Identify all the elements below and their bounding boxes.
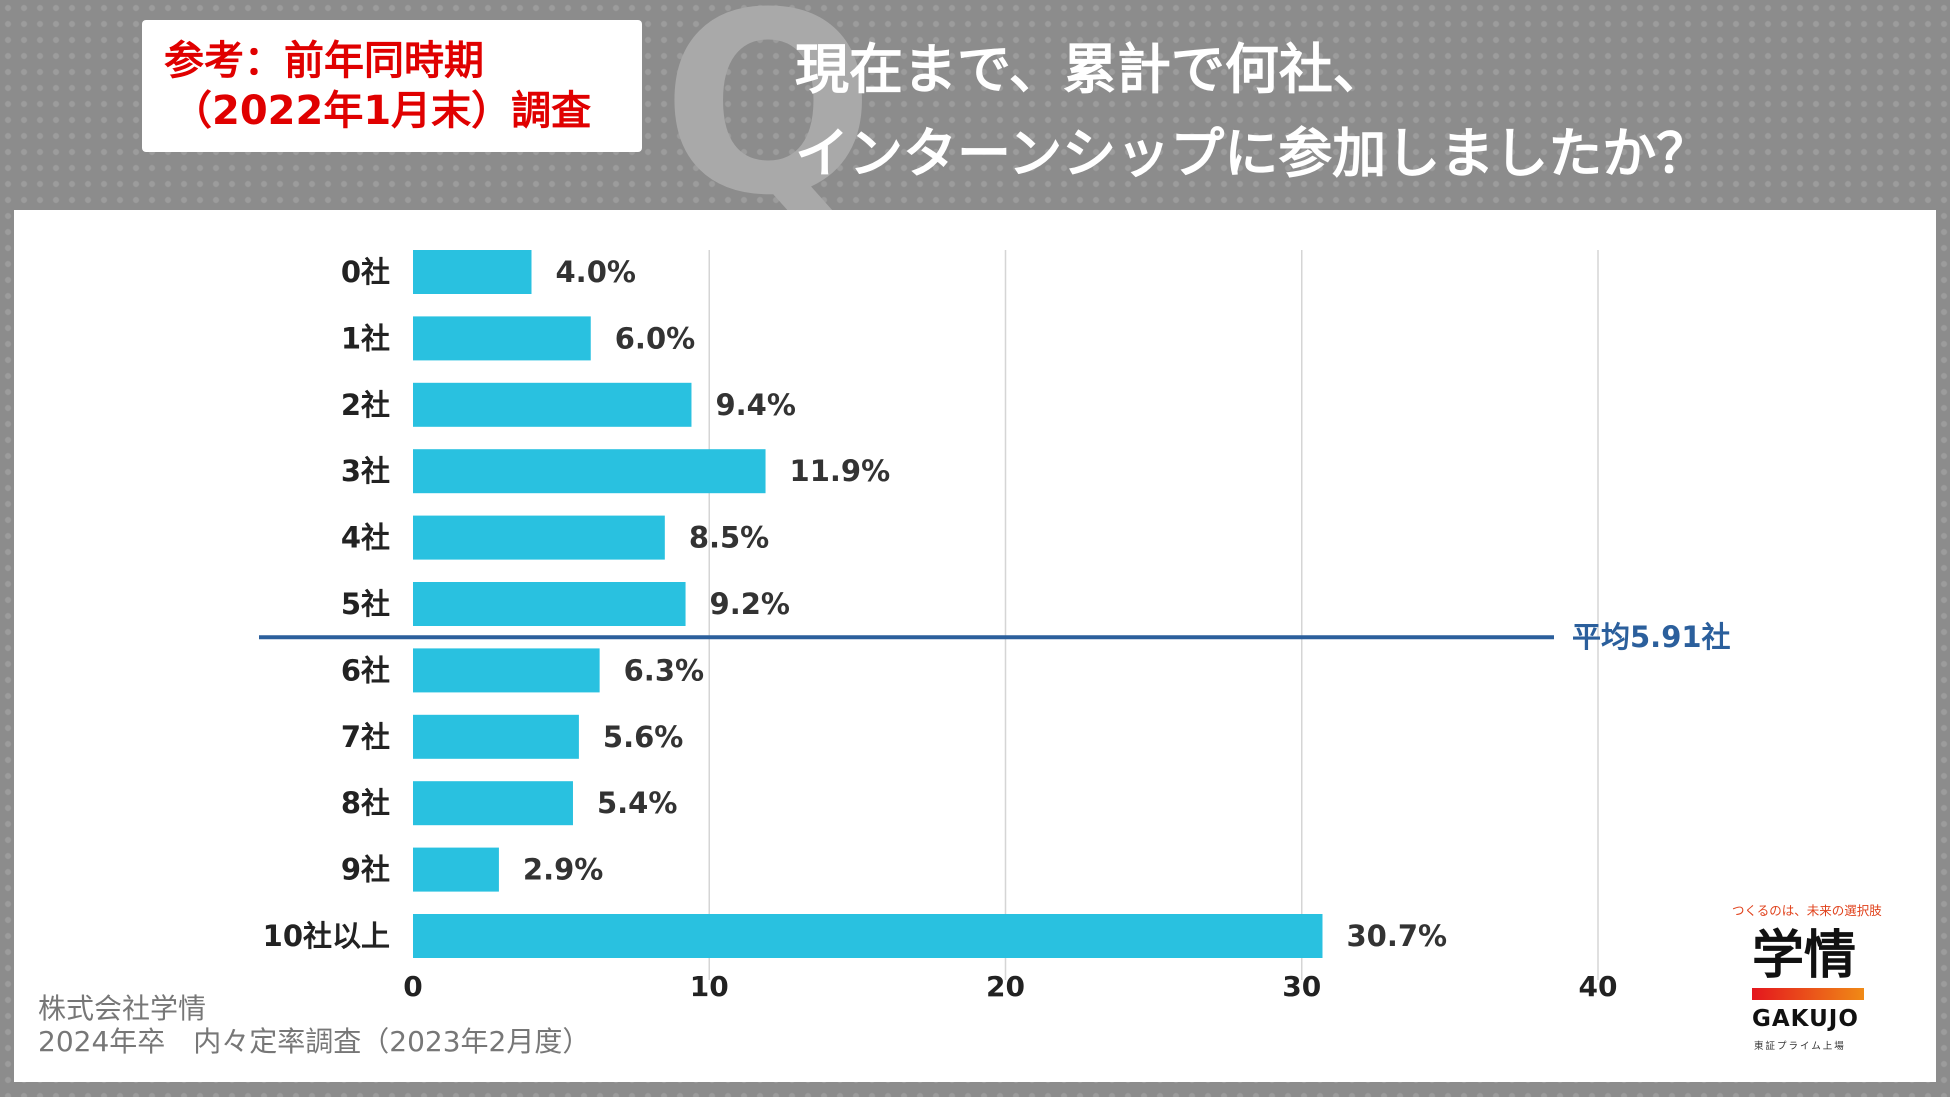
category-label: 2社 [341,388,390,422]
reference-line-2: （2022年1月末）調査 [172,88,592,134]
title-line-2: インターンシップに参加しましたか？ [795,122,1711,185]
source-footer: 株式会社学情 2024年卒 内々定率調査（2023年2月度） [38,992,590,1058]
q-mark: Q [662,0,875,250]
average-label: 平均5.91社 [1572,620,1731,654]
footer-company: 株式会社学情 [38,992,207,1025]
bar [413,648,600,693]
category-label: 4社 [341,521,390,555]
logo-english: GAKUJO [1752,1006,1859,1032]
logo-kanji: 学情 [1752,926,1857,986]
bar [413,515,665,560]
value-label: 9.2% [710,587,790,621]
x-tick-label: 0 [403,970,422,1003]
bar [413,781,573,826]
category-label: 9社 [341,853,390,887]
category-label: 8社 [341,786,390,820]
gakujo-logo: つくるのは、未来の選択肢 学情 GAKUJO 東証プライム上場 [1732,900,1892,1060]
bar-chart: 0 10 20 30 40 0社 4.0% 1社 6.0% 2社 9.4% 3社 11.9% 4社 8.5%… [259,250,1731,1003]
bar [413,250,532,294]
x-tick-label: 40 [1579,970,1618,1003]
page-title: 現在まで、累計で何社、 インターンシップに参加しましたか？ [795,28,1710,196]
value-label: 2.9% [523,853,603,887]
x-tick-label: 30 [1282,970,1321,1003]
value-label: 9.4% [715,388,795,422]
category-label: 1社 [341,321,390,355]
value-label: 4.0% [556,255,636,289]
logo-sub: 東証プライム上場 [1754,1041,1846,1052]
bar [413,449,766,494]
category-label: 5社 [341,587,390,621]
category-label: 3社 [341,454,390,488]
bar [413,316,591,361]
reference-box: 参考：前年同時期 （2022年1月末）調査 [142,20,642,152]
bar [413,847,499,892]
title-line-1: 現在まで、累計で何社、 [795,38,1387,101]
reference-line-1: 参考：前年同時期 [164,38,484,84]
chart-panel: 0 10 20 30 40 0社 4.0% 1社 6.0% 2社 9.4% 3社 11.9% 4社 8.5%… [14,210,1936,1082]
value-label: 8.5% [689,521,769,555]
footer-survey: 2024年卒 内々定率調査（2023年2月度） [38,1025,591,1058]
value-label: 6.0% [615,321,695,355]
bar [413,582,686,626]
logo-bar [1752,988,1864,1000]
x-tick-label: 10 [690,970,729,1003]
x-tick-label: 20 [986,970,1025,1003]
logo-tagline: つくるのは、未来の選択肢 [1732,903,1882,918]
category-label: 0社 [341,255,390,289]
bar [413,382,692,427]
value-label: 30.7% [1346,919,1447,953]
value-label: 5.4% [597,786,677,820]
bar [413,914,1323,958]
category-label: 10社以上 [263,919,390,953]
value-label: 6.3% [624,653,704,687]
value-label: 11.9% [790,454,891,488]
value-label: 5.6% [603,720,683,754]
category-label: 6社 [341,653,390,687]
category-label: 7社 [341,720,390,754]
bar [413,714,579,759]
